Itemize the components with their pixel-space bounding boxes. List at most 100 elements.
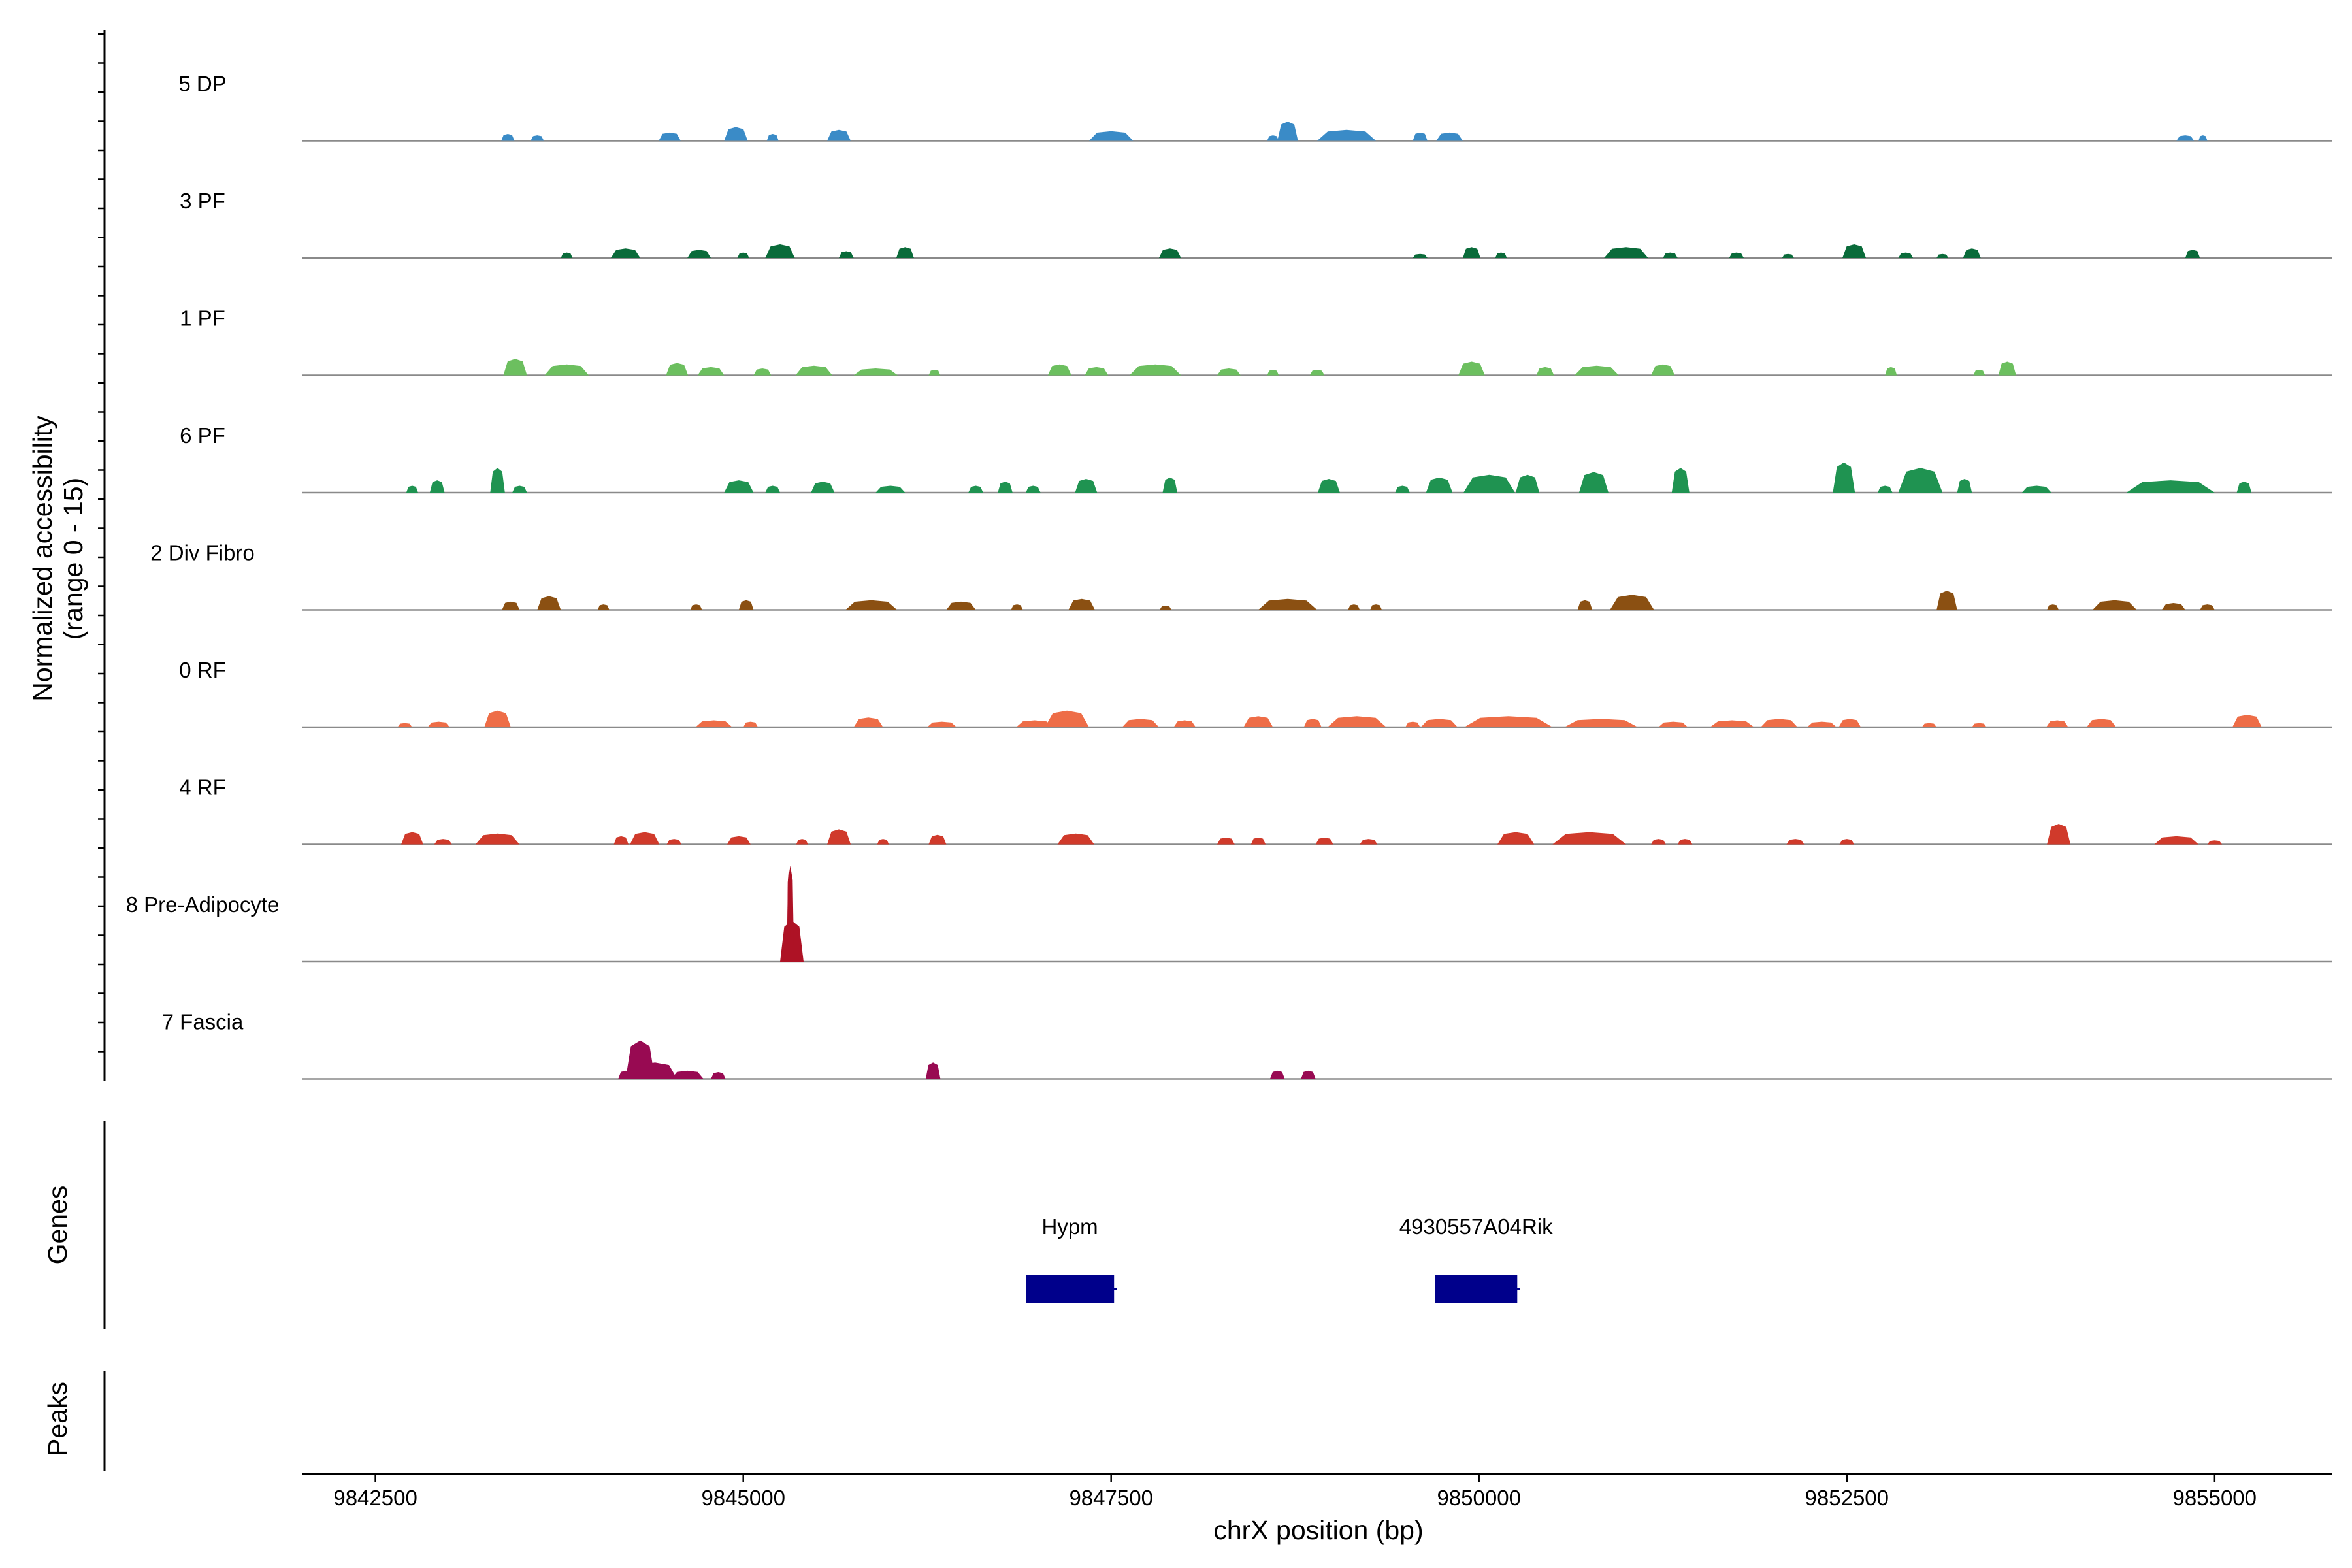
coverage-peak [1016, 720, 1053, 727]
x-tick-label: 9842500 [333, 1486, 417, 1510]
coverage-peak [1395, 485, 1410, 493]
coverage-peak [1026, 485, 1041, 493]
track-2-div-fibro: 2 Div Fibro [150, 541, 2332, 611]
coverage-peak [1577, 600, 1593, 610]
coverage-peak [853, 368, 898, 376]
coverage-peak [1068, 598, 1095, 610]
coverage-peak [1578, 472, 1609, 493]
coverage-peak [406, 485, 418, 493]
x-tick-label: 9855000 [2173, 1486, 2257, 1510]
coverage-peak [1436, 132, 1463, 141]
coverage-peak [1160, 606, 1171, 610]
coverage-peak [998, 482, 1013, 493]
coverage-peak [2232, 715, 2262, 727]
coverage-peak [2176, 135, 2195, 141]
coverage-peak [1807, 721, 1837, 727]
coverage-peak [1610, 595, 1654, 610]
gene-label: 4930557A04Rik [1399, 1215, 1553, 1239]
coverage-peak [743, 721, 759, 727]
x-tick-label: 9850000 [1437, 1486, 1520, 1510]
coverage-peak [1426, 477, 1453, 493]
coverage-peak [724, 480, 754, 493]
coverage-peak [2047, 604, 2059, 610]
coverage-peak [597, 604, 610, 610]
coverage-peak [502, 601, 520, 610]
coverage-peak [2198, 135, 2208, 141]
coverage-peak [724, 127, 748, 141]
coverage-peak [1075, 479, 1098, 493]
coverage-peak [1173, 720, 1196, 727]
coverage-peak [1162, 477, 1177, 493]
coverage-peak [845, 600, 897, 610]
coverage-peak [927, 721, 957, 727]
coverage-peak [1318, 479, 1340, 493]
track-label: 7 Fascia [162, 1010, 244, 1034]
coverage-peak [561, 252, 573, 258]
coverage-peak [1516, 474, 1540, 493]
coverage-peak [1047, 364, 1071, 376]
coverage-peak [1651, 364, 1675, 376]
gene-label: Hypm [1042, 1215, 1098, 1239]
coverage-peak [1878, 485, 1893, 493]
coverage-peak [2185, 250, 2200, 258]
coverage-peak [853, 717, 883, 727]
coverage-peak [1898, 468, 1943, 493]
coverage-peak [1463, 474, 1515, 493]
coverage-peak [1158, 248, 1181, 258]
coverage-peak [690, 604, 702, 610]
coverage-peak [1217, 838, 1235, 845]
coverage-peak [1370, 604, 1382, 610]
coverage-peak [1464, 716, 1553, 727]
genes-panel-label: Genes [42, 1186, 73, 1265]
coverage-peak [671, 1070, 704, 1079]
coverage-peak [1604, 247, 1648, 258]
x-axis-title: chrX position (bp) [1213, 1515, 1423, 1545]
coverage-peak [659, 132, 681, 141]
coverage-peak [611, 248, 640, 258]
coverage-peak [1782, 253, 1794, 258]
track-label: 5 DP [178, 72, 226, 96]
coverage-peak [1267, 135, 1279, 141]
coverage-peak [1269, 1070, 1285, 1079]
coverage-peak [2161, 603, 2185, 610]
coverage-peak [1315, 838, 1333, 845]
coverage-peak [397, 723, 412, 727]
coverage-peak [1495, 252, 1507, 258]
coverage-peak [490, 468, 505, 493]
coverage-peak [765, 485, 780, 493]
track-8-pre-adipocyte: 8 Pre-Adipocyte [126, 866, 2332, 963]
coverage-peak [1564, 719, 1638, 727]
coverage-peak [1348, 604, 1360, 610]
coverage-peak [1360, 839, 1378, 845]
coverage-peak [1936, 253, 1949, 258]
coverage-peak [1963, 248, 1981, 258]
track-label: 6 PF [180, 423, 225, 448]
coverage-peak [1885, 367, 1897, 376]
coverage-peak [2092, 600, 2137, 610]
track-label: 2 Div Fibro [150, 541, 255, 565]
coverage-peak [787, 868, 791, 962]
x-tick-label: 9845000 [701, 1486, 785, 1510]
coverage-peak [765, 244, 795, 258]
coverage-peak [737, 252, 749, 258]
coverage-peak [666, 363, 689, 376]
x-tick-label: 9852500 [1805, 1486, 1889, 1510]
coverage-peak [434, 839, 452, 845]
coverage-peak [727, 836, 751, 845]
coverage-peak [697, 367, 725, 376]
coverage-peak [1085, 367, 1109, 376]
coverage-peak [1575, 365, 1619, 376]
coverage-peak [1301, 1070, 1316, 1079]
coverage-peak [1088, 131, 1134, 141]
coverage-peak [1413, 132, 1428, 141]
y-axis-title-line1: Normalized accessibility [27, 416, 57, 702]
coverage-peak [2021, 485, 2051, 493]
coverage-peak [1761, 719, 1798, 727]
coverage-peak [1277, 122, 1298, 141]
coverage-peak [877, 839, 889, 845]
coverage-peak [1936, 591, 1957, 610]
coverage-peak [1838, 719, 1861, 727]
track-label: 3 PF [180, 189, 225, 213]
